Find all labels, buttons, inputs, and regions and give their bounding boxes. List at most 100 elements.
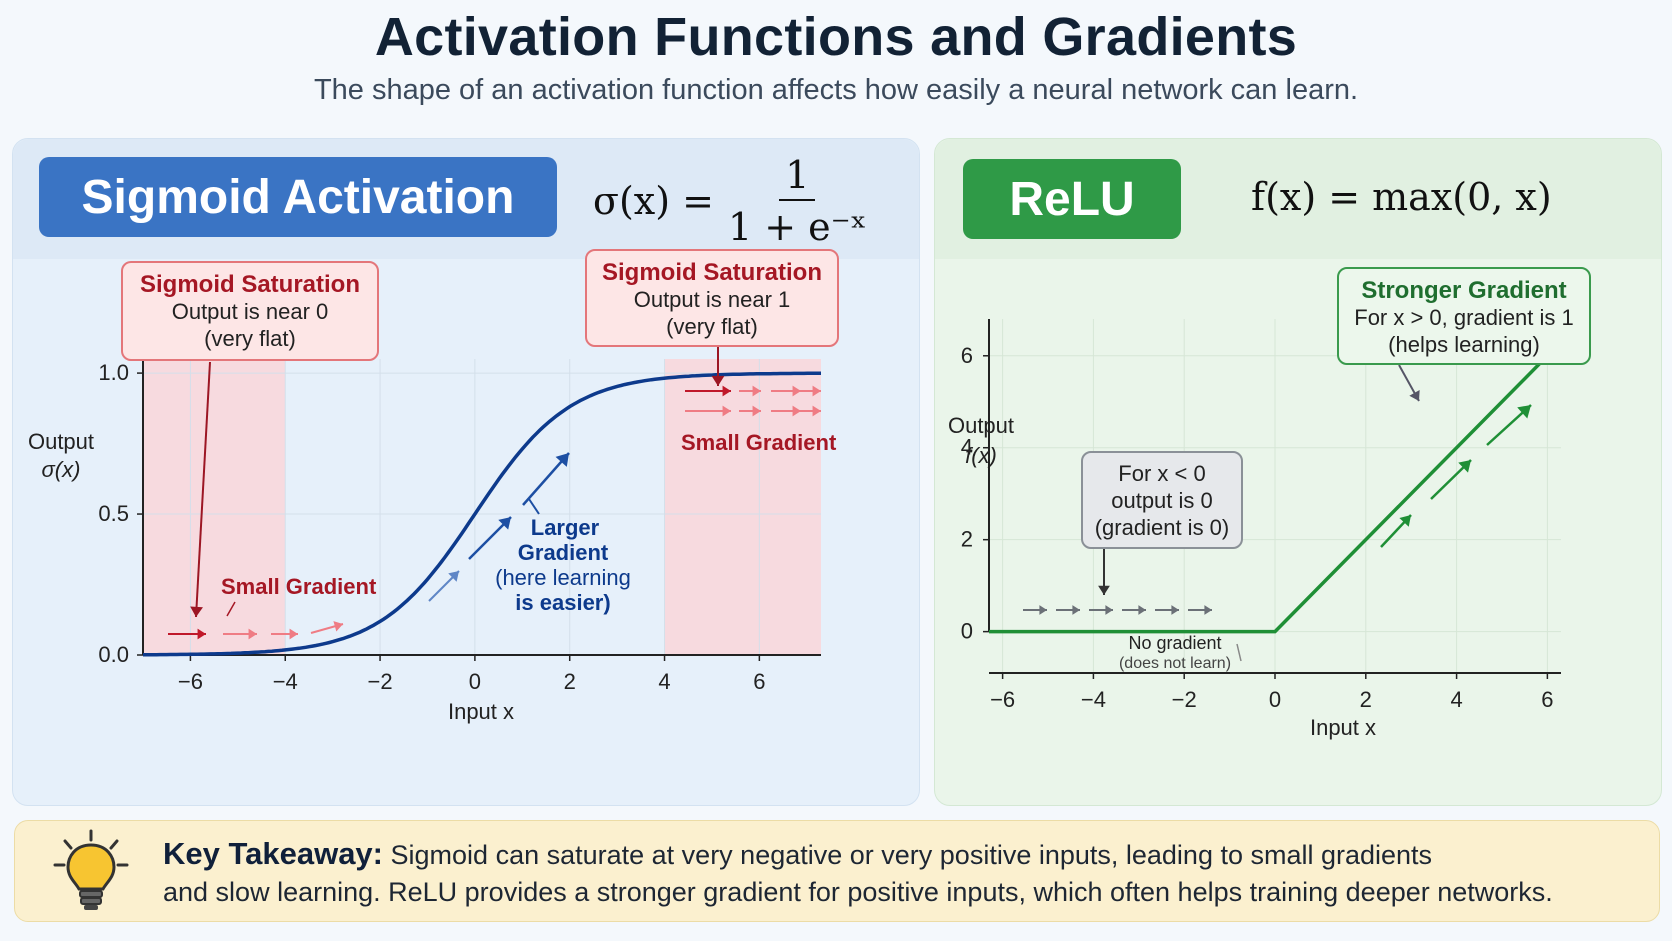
relu-badge: ReLU	[963, 159, 1181, 239]
callout-right-title: Sigmoid Saturation	[601, 259, 822, 286]
relu-y-tick-label: 0	[961, 619, 973, 644]
larger-gradient-arrow-1-head	[448, 571, 459, 582]
larger-gradient-arrow-2-head	[498, 517, 511, 530]
larger-gradient-label-pointer	[528, 498, 540, 515]
saturation-region-0	[143, 359, 286, 655]
small-gradient-arrow-right-top-head	[752, 385, 761, 397]
sigmoid-chart: −6 −4 −2 0 2 4 60.00.51.0 Input x Output σ(x) …	[28, 343, 837, 724]
relu-y-axis-label-line2: f(x)	[965, 443, 997, 468]
relu-y-tick-label: 4	[961, 435, 973, 460]
relu-x-tick-label: 6	[1541, 687, 1553, 712]
small-gradient-arrow-right-bottom-head	[722, 405, 731, 417]
sigmoid-y-axis-label-line1: Output	[28, 429, 94, 454]
zero-gradient-callout: For x < 0 output is 0 (gradient is 0)	[1081, 451, 1243, 549]
sigmoid-formula-numerator: 1	[779, 153, 816, 201]
no-gradient-arrow-head	[1171, 605, 1179, 615]
sigmoid-y-tick-label: 1.0	[98, 360, 129, 385]
larger-gradient-label-1: Larger	[531, 515, 600, 540]
relu-x-tick-label: −2	[1172, 687, 1197, 712]
stronger-gradient-callout: Stronger Gradient For x > 0, gradient is…	[1337, 267, 1591, 365]
larger-gradient-label-4: is easier)	[515, 590, 610, 615]
sigmoid-x-tick-label: 6	[753, 669, 765, 694]
no-gradient-label: No gradient	[1128, 633, 1221, 653]
no-gradient-sublabel: (does not learn)	[1119, 655, 1231, 672]
sigmoid-x-tick-label: −2	[368, 669, 393, 694]
small-gradient-arrow-left-head	[248, 628, 257, 640]
no-gradient-arrow-head	[1204, 605, 1212, 615]
takeaway-line2: and slow learning. ReLU provides a stron…	[163, 877, 1553, 907]
no-gradient-arrow-head	[1039, 605, 1047, 615]
sigmoid-y-tick-label: 0.5	[98, 501, 129, 526]
relu-y-tick-label: 2	[961, 527, 973, 552]
sigmoid-y-tick-label: 0.0	[98, 642, 129, 667]
takeaway-text: Key Takeaway: Sigmoid can saturate at ve…	[163, 835, 1643, 911]
callout-left-title: Sigmoid Saturation	[139, 271, 360, 298]
small-gradient-arrow-right-bottom-head	[812, 405, 821, 417]
gray-callout-line3: (gradient is 0)	[1094, 514, 1230, 540]
callout-right-line1: Output is near 1	[633, 287, 791, 313]
gray-callout-line1: For x < 0	[1118, 461, 1206, 486]
relu-panel: ReLU f(x) = max(0, x) −6 −4 −2 0 2 4 6 0 2 4 6 Inp…	[934, 138, 1662, 806]
sigmoid-formula-denominator: 1 + e⁻ˣ	[727, 205, 867, 249]
page-title: Activation Functions and Gradients	[374, 7, 1298, 67]
relu-y-tick-label: 6	[961, 343, 973, 368]
sigmoid-formula-fraction: 1 1 + e⁻ˣ	[728, 153, 867, 249]
gray-callout-line2: output is 0	[1111, 487, 1213, 513]
saturation-region-1	[664, 359, 821, 655]
no-gradient-arrow-head	[1138, 605, 1146, 615]
small-gradient-label-right: Small Gradient	[681, 430, 837, 455]
small-gradient-arrow-right-top-head	[722, 385, 731, 397]
larger-gradient-label-2: Gradient	[518, 540, 609, 565]
gray-callout-pointer-head	[1098, 585, 1110, 595]
small-gradient-arrow-left-head	[333, 621, 343, 632]
relu-y-axis-label-line1: Output	[948, 413, 1014, 438]
right-callout-pointer-head	[711, 375, 725, 386]
stronger-gradient-arrow-2-head	[1458, 460, 1471, 473]
takeaway-label: Key Takeaway:	[163, 836, 383, 871]
green-callout-pointer-head	[1409, 390, 1420, 401]
sigmoid-x-tick-label: 4	[658, 669, 670, 694]
sigmoid-x-axis-label: Input x	[448, 699, 514, 724]
sigmoid-x-tick-label: −4	[273, 669, 298, 694]
relu-formula: f(x) = max(0, x)	[1251, 175, 1552, 219]
no-gradient-arrow-head	[1072, 605, 1080, 615]
relu-function-line	[989, 349, 1554, 634]
callout-right-line2: (very flat)	[666, 314, 758, 340]
green-callout-title: Stronger Gradient	[1361, 277, 1567, 304]
stronger-gradient-arrow-3-head	[1517, 405, 1531, 419]
left-callout-pointer-head	[190, 606, 203, 617]
sigmoid-curve-line	[143, 371, 821, 657]
small-gradient-arrow-right-bottom-head	[792, 405, 801, 417]
relu-x-tick-label: 0	[1269, 687, 1281, 712]
sigmoid-saturation-callout-left: Sigmoid Saturation Output is near 0 (ver…	[121, 261, 379, 361]
relu-x-tick-label: 4	[1450, 687, 1462, 712]
larger-gradient-arrow-3-head	[555, 453, 569, 467]
page-subtitle: The shape of an activation function affe…	[313, 74, 1359, 106]
relu-x-axis-label: Input x	[1310, 715, 1376, 740]
small-gradient-label-pointer	[226, 601, 236, 617]
green-callout-line1: For x > 0, gradient is 1	[1354, 305, 1574, 331]
small-gradient-arrow-left-head	[197, 628, 206, 640]
green-callout-line2: (helps learning)	[1388, 332, 1540, 358]
stronger-gradient-arrow-1-head	[1399, 515, 1411, 527]
sigmoid-formula-lhs: σ(x) =	[593, 179, 714, 223]
no-gradient-arrow-head	[1105, 605, 1113, 615]
relu-chart: −6 −4 −2 0 2 4 6 0 2 4 6 Input x Output f(x) No gr…	[948, 319, 1561, 740]
sigmoid-formula: σ(x) = 1 1 + e⁻ˣ	[593, 153, 867, 249]
sigmoid-x-tick-label: −6	[178, 669, 203, 694]
relu-x-tick-label: −4	[1081, 687, 1106, 712]
no-gradient-tick-mark	[1236, 643, 1242, 662]
small-gradient-arrow-left-head	[289, 628, 298, 640]
small-gradient-arrow-right-bottom-head	[752, 405, 761, 417]
lightbulb-icon	[53, 829, 129, 910]
small-gradient-arrow-right-top-head	[812, 385, 821, 397]
sigmoid-y-axis-label-line2: σ(x)	[42, 457, 81, 482]
callout-left-line2: (very flat)	[204, 326, 296, 352]
left-callout-pointer	[195, 361, 211, 618]
sigmoid-saturation-callout-right: Sigmoid Saturation Output is near 1 (ver…	[585, 249, 839, 347]
larger-gradient-label-3: (here learning	[495, 565, 631, 590]
small-gradient-label-left: Small Gradient	[221, 574, 377, 599]
relu-x-tick-label: −6	[990, 687, 1015, 712]
takeaway-line1: Sigmoid can saturate at very negative or…	[390, 840, 1433, 870]
small-gradient-arrow-right-top-head	[792, 385, 801, 397]
